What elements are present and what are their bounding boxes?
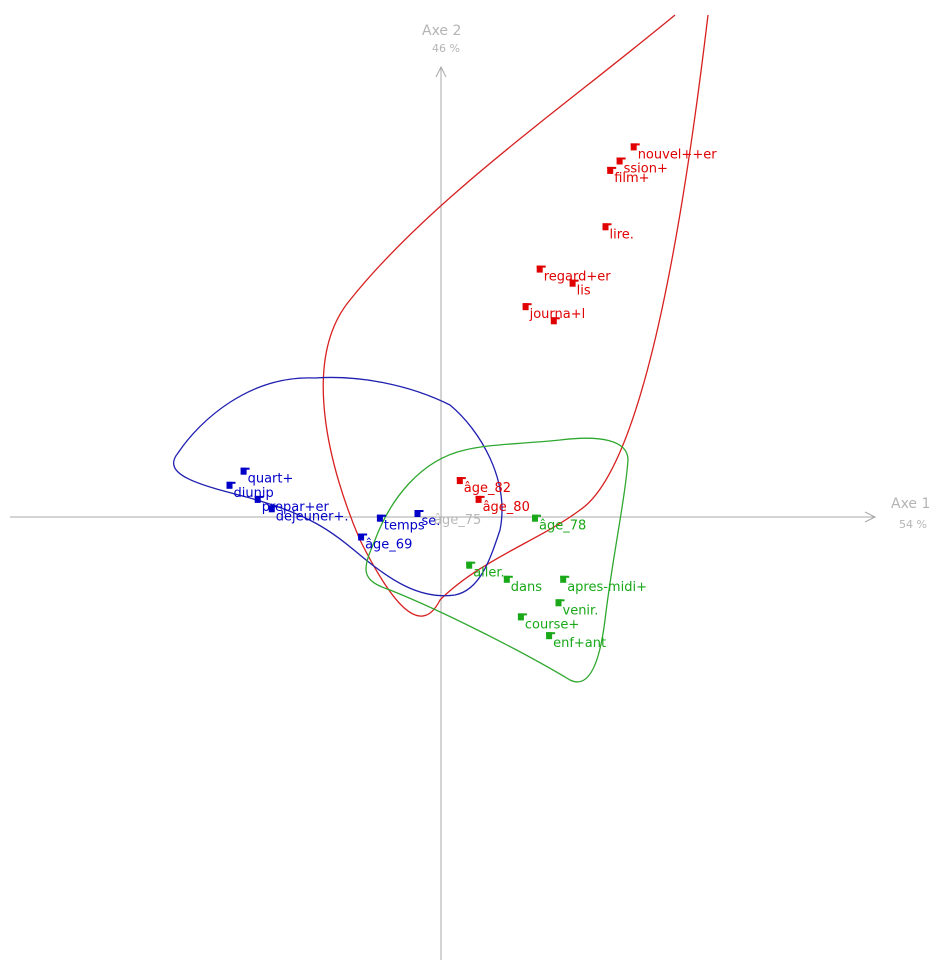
x-axis-title: Axe 1	[891, 496, 930, 512]
point-marker	[503, 575, 510, 583]
blue-cluster-envelope	[172, 376, 503, 597]
y-axis-arrow	[435, 65, 447, 78]
point-marker-tick	[414, 510, 424, 512]
red-cluster-envelope	[322, 14, 709, 617]
point-marker	[268, 505, 275, 513]
point-marker	[560, 575, 567, 583]
point-marker	[602, 223, 609, 231]
point-label: lis	[577, 284, 591, 299]
point-marker-tick	[555, 599, 565, 602]
point-marker	[376, 514, 383, 522]
point-label: âge_69	[365, 538, 412, 553]
point-label: ssion+	[624, 162, 668, 177]
green-cluster-envelope	[365, 437, 629, 683]
point-marker	[475, 495, 482, 503]
point-marker	[466, 561, 473, 569]
point-marker	[240, 467, 247, 475]
point-label: aller.	[473, 566, 504, 581]
point-label: dans	[511, 580, 542, 595]
point-marker	[616, 157, 623, 165]
point-label: âge_80	[483, 500, 530, 515]
point-marker-tick	[456, 477, 466, 480]
point-label: âge_78	[539, 519, 586, 534]
point-marker	[414, 510, 421, 517]
x-axis-inertia: 54 %	[899, 518, 927, 531]
point-label: dejeuner+.	[276, 509, 349, 524]
point-label: prepar+er	[262, 500, 330, 515]
point-marker-tick	[560, 575, 570, 578]
point-label: course+	[525, 617, 579, 632]
point-marker-tick	[358, 533, 368, 536]
point-marker	[536, 265, 543, 273]
y-axis-title: Axe 2	[422, 23, 461, 39]
point-label: apres-midi+	[567, 580, 647, 595]
point-label: temps	[384, 519, 425, 534]
point-marker	[607, 166, 614, 174]
point-marker-tick	[616, 157, 626, 160]
point-marker-tick	[602, 223, 612, 226]
point-marker	[550, 317, 557, 325]
point-marker	[546, 632, 553, 640]
point-label: lire.	[610, 227, 634, 242]
point-marker-tick	[240, 467, 250, 470]
point-marker-tick	[268, 505, 278, 508]
point-marker-tick	[569, 279, 579, 282]
point-marker-tick	[376, 514, 386, 517]
point-marker	[226, 481, 233, 489]
point-label: regard+er	[544, 270, 612, 285]
point-label: enf+ant	[553, 636, 606, 651]
point-label: quart+	[248, 472, 294, 487]
point-marker	[358, 533, 365, 541]
point-marker-tick	[503, 575, 513, 578]
point-label: nouvel++er	[638, 147, 718, 162]
point-marker	[532, 514, 538, 522]
point-marker-tick	[466, 561, 476, 564]
point-label: venir.	[563, 603, 599, 618]
point-marker-tick	[536, 265, 546, 268]
point-marker-tick	[517, 613, 527, 616]
point-label: journa+l	[529, 307, 586, 322]
y-axis-inertia: 46 %	[432, 42, 460, 55]
point-label: âge_82	[464, 481, 511, 496]
point-marker-tick	[522, 303, 532, 306]
point-marker	[522, 303, 529, 311]
point-marker	[517, 613, 524, 621]
point-marker-tick	[607, 166, 617, 169]
supplementary-point-label: âge_75	[434, 513, 481, 528]
point-marker-tick	[546, 632, 556, 635]
point-label: diunip	[234, 486, 274, 501]
point-marker-tick	[550, 317, 560, 320]
point-label: se.	[422, 514, 441, 529]
x-axis-arrow	[864, 511, 877, 523]
point-marker	[630, 143, 637, 151]
point-marker	[254, 495, 261, 503]
point-marker-tick	[630, 143, 640, 146]
point-label: film+	[614, 171, 649, 186]
point-marker	[569, 279, 576, 287]
point-marker	[456, 477, 463, 485]
point-marker-tick	[532, 514, 541, 517]
point-marker-tick	[475, 495, 485, 498]
point-marker	[555, 599, 562, 607]
point-marker-tick	[226, 481, 236, 484]
point-marker-tick	[254, 495, 264, 498]
